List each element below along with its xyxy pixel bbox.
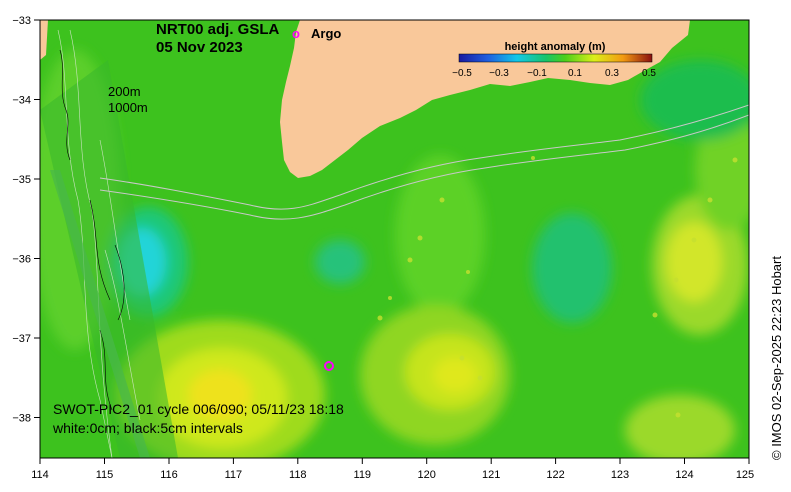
colorbar-tick: −0.5 [452,68,472,79]
depth-label-1000m: 1000m [108,100,148,115]
x-tick-label: 122 [546,469,564,481]
map-title: NRT00 adj. GSLA [156,21,280,38]
swot-nadir-gap [50,170,150,458]
colorbar-tick: −0.1 [527,68,547,79]
colorbar: height anomaly (m) −0.5 −0.3 −0.1 0.1 0.… [452,41,656,79]
x-axis [39,458,750,464]
x-tick-label: 121 [482,469,500,481]
swot-annotation: SWOT-PIC2_01 cycle 006/090; 05/11/23 18:… [53,401,344,417]
y-tick-label: −35 [12,174,31,186]
colorbar-title: height anomaly (m) [505,41,606,53]
x-tick-label: 120 [418,469,436,481]
y-tick-label: −37 [12,333,31,345]
y-tick-label: −38 [12,413,31,425]
plot-area [40,20,749,458]
depth-label-200m: 200m [108,84,141,99]
colorbar-tick: 0.3 [605,68,619,79]
x-tick-label: 115 [96,469,114,481]
x-tick-label: 123 [611,469,629,481]
y-tick-label: −33 [12,15,31,27]
argo-legend-label: Argo [311,26,341,41]
colorbar-gradient [458,53,653,63]
x-tick-label: 124 [675,469,693,481]
colorbar-tick: −0.3 [489,68,509,79]
credit-text: © IMOS 02-Sep-2025 22:23 Hobart [769,256,784,460]
argo-legend-symbol: o [292,26,300,41]
argo-float-marker [324,361,334,371]
bathy-contour-200m [99,104,749,210]
y-tick-label: −36 [12,254,31,266]
swot-swath [40,60,178,458]
x-tick-label: 118 [289,469,307,481]
bathy-contour-1000m [99,114,749,220]
swot-contours-black [59,49,125,411]
x-tick-label: 125 [736,469,754,481]
x-tick-label: 116 [160,469,178,481]
land-mass-west [40,20,48,60]
x-tick-label: 119 [354,469,372,481]
colorbar-tick: 0.5 [642,68,656,79]
argo-float-markers [324,361,334,371]
y-tick-label: −34 [12,95,31,107]
x-tick-label: 117 [225,469,243,481]
map-date: 05 Nov 2023 [156,39,243,56]
colorbar-tick: 0.1 [568,68,582,79]
y-axis [34,19,40,418]
obs-dots [377,156,738,418]
plot-frame [39,19,750,459]
x-tick-label: 114 [31,469,49,481]
contour-annotation: white:0cm; black:5cm intervals [52,420,243,436]
